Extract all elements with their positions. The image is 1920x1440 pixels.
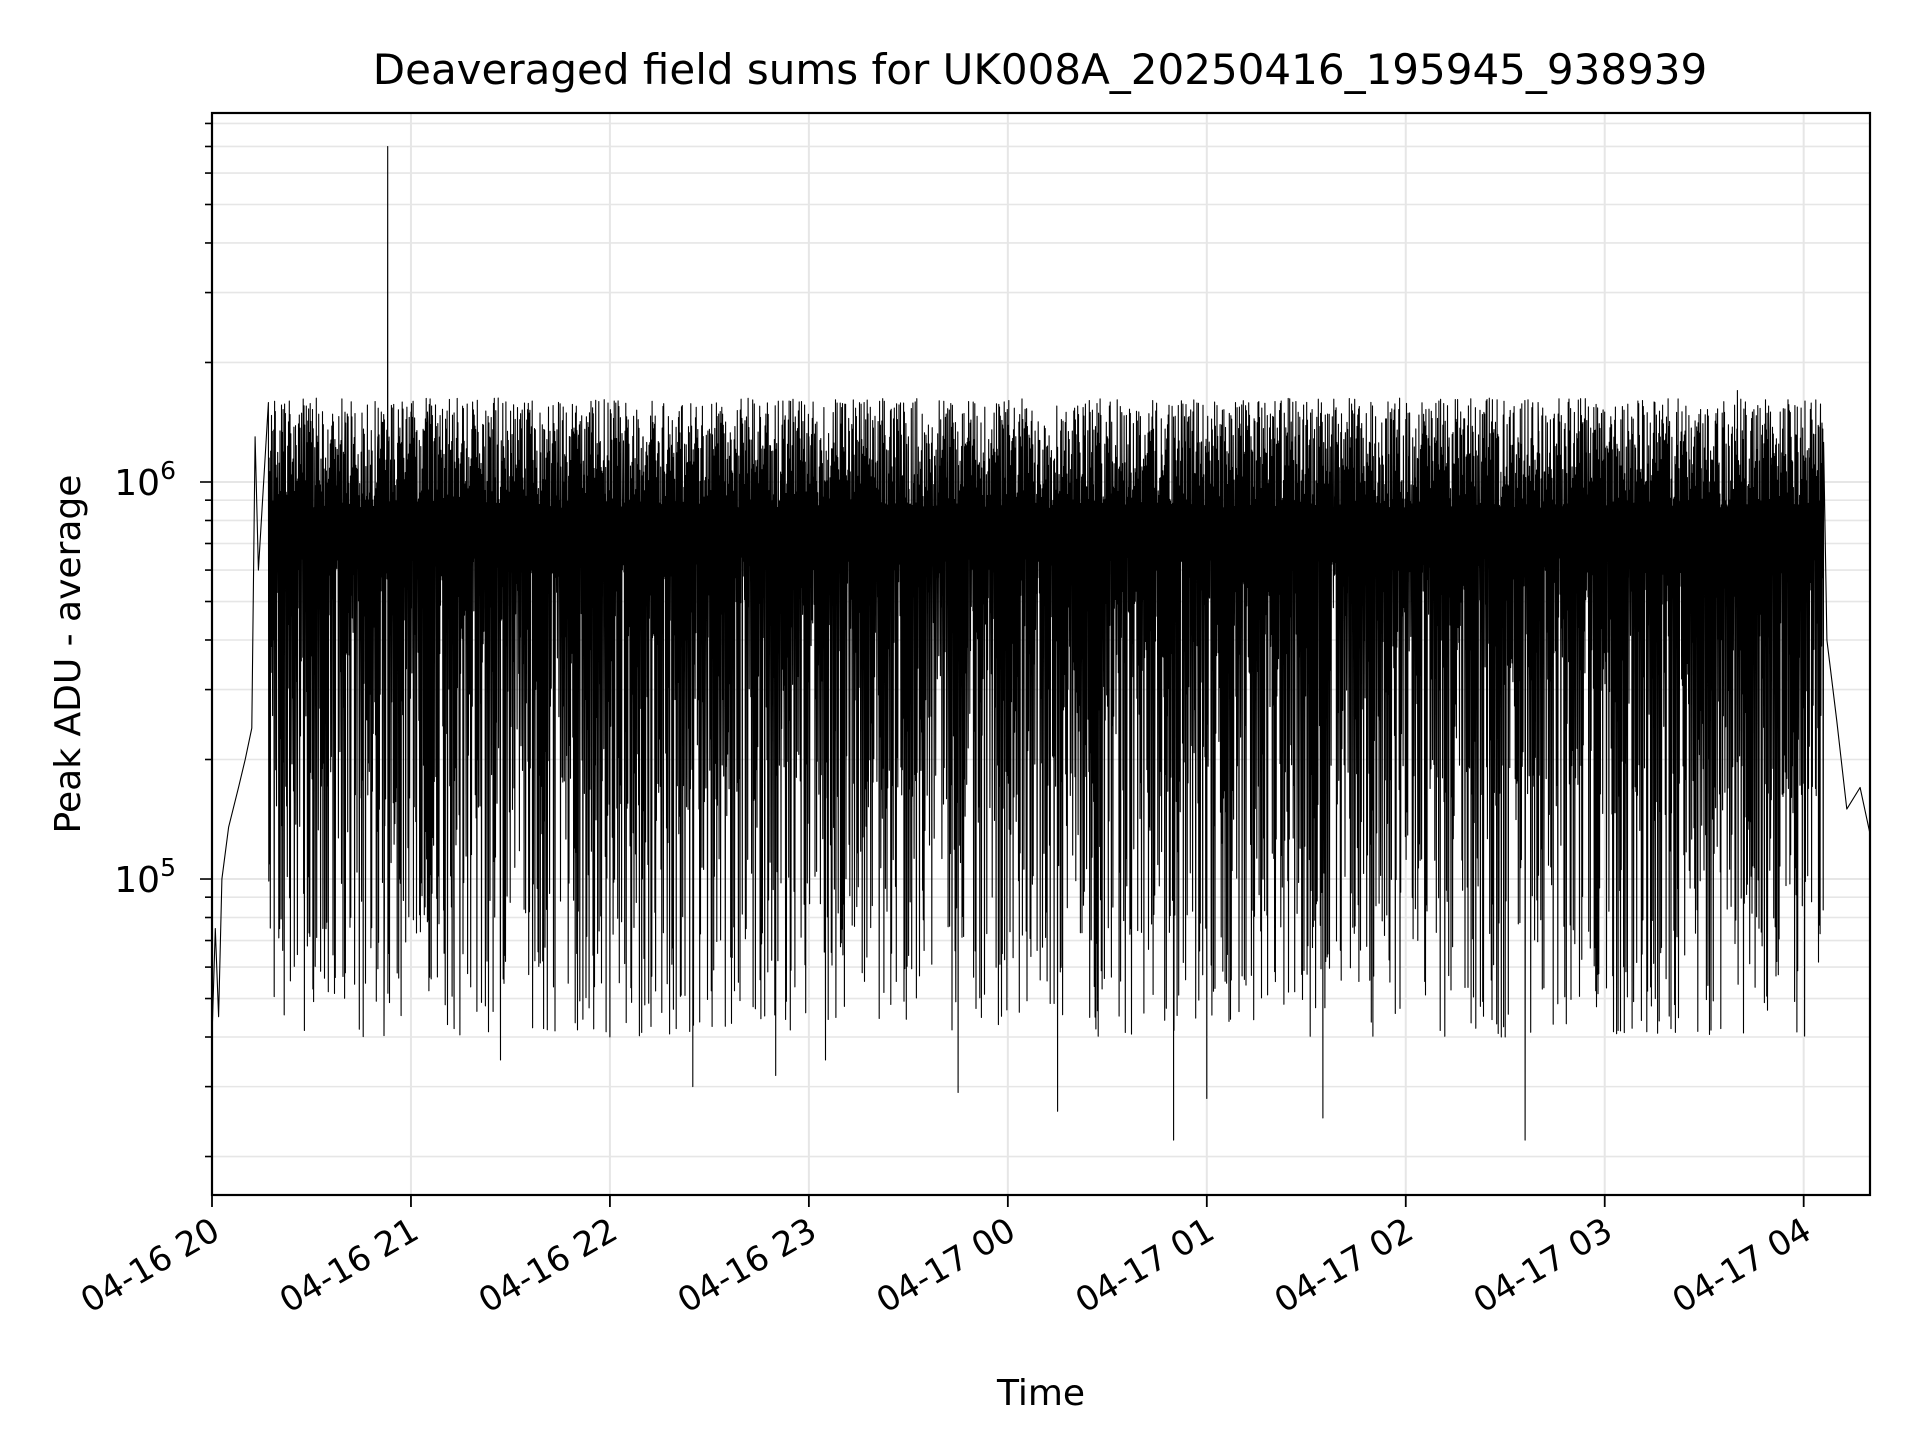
chart-title: Deaveraged field sums for UK008A_2025041… <box>373 45 1707 94</box>
y-axis-label: Peak ADU - average <box>48 475 89 834</box>
y-tick-label: 106 <box>114 456 176 504</box>
data-series-line <box>211 145 1871 1141</box>
x-axis-label: Time <box>996 1373 1085 1414</box>
plot-area <box>211 145 1871 1141</box>
plot-frame <box>210 111 1872 1197</box>
y-tick-label: 105 <box>114 853 176 901</box>
